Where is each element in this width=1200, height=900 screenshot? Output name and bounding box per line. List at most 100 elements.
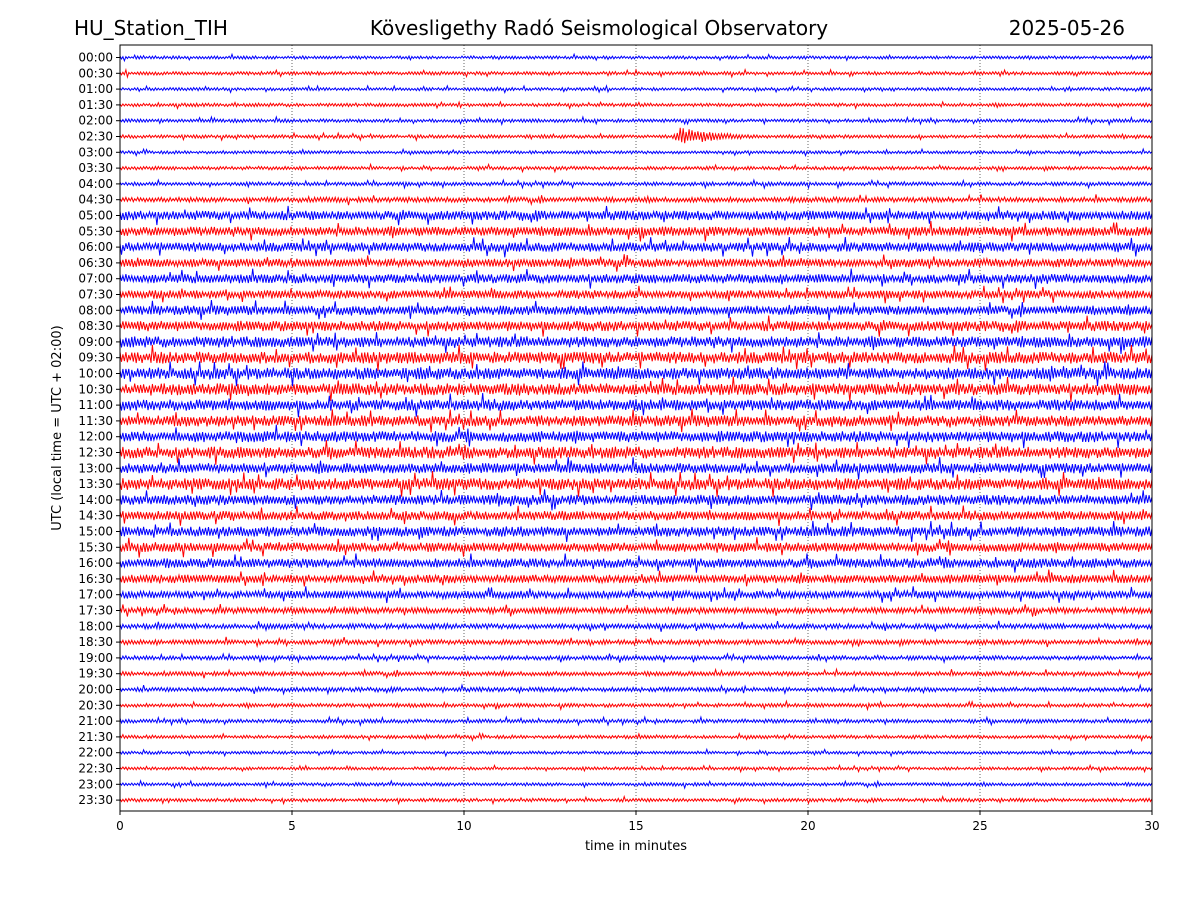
trace-line xyxy=(119,220,1153,242)
y-tick-label: 22:00 xyxy=(78,746,113,760)
trace-line xyxy=(119,254,1153,272)
trace-line xyxy=(119,457,1153,480)
trace-line xyxy=(119,236,1153,258)
trace-line xyxy=(119,408,1153,433)
y-tick-label: 20:30 xyxy=(78,698,113,712)
y-tick-label: 21:30 xyxy=(78,730,113,744)
trace-line xyxy=(119,652,1153,665)
x-axis-label: time in minutes xyxy=(585,839,687,854)
trace-line xyxy=(119,424,1153,449)
x-tick-label: 30 xyxy=(1144,819,1159,833)
y-tick-label: 04:30 xyxy=(78,193,113,207)
y-tick-label: 08:00 xyxy=(78,303,113,317)
y-tick-label: 05:30 xyxy=(78,224,113,238)
trace-line xyxy=(119,52,1153,63)
trace-line xyxy=(119,537,1153,558)
trace-line xyxy=(119,268,1153,289)
y-tick-label: 19:30 xyxy=(78,667,113,681)
y-tick-label: 23:30 xyxy=(78,793,113,807)
trace-line xyxy=(119,471,1153,497)
y-tick-label: 06:00 xyxy=(78,240,113,254)
trace-line xyxy=(119,84,1153,94)
observatory-title: Kövesligethy Radó Seismological Observat… xyxy=(370,16,828,40)
y-tick-label: 13:30 xyxy=(78,477,113,491)
trace-line xyxy=(119,586,1153,604)
y-tick-label: 05:00 xyxy=(78,209,113,223)
plot-frame xyxy=(119,44,1153,812)
y-tick-label: 07:30 xyxy=(78,288,113,302)
trace-line xyxy=(119,299,1153,321)
y-tick-label: 08:30 xyxy=(78,319,113,333)
y-tick-label: 00:30 xyxy=(78,66,113,80)
trace-line xyxy=(119,794,1153,806)
trace-line xyxy=(119,147,1153,158)
trace-line xyxy=(119,699,1153,712)
x-tick-label: 5 xyxy=(288,819,296,833)
y-tick-label: 15:30 xyxy=(78,540,113,554)
y-tick-label: 02:00 xyxy=(78,114,113,128)
y-tick-label: 22:30 xyxy=(78,762,113,776)
trace-line xyxy=(119,569,1153,587)
y-tick-label: 12:00 xyxy=(78,430,113,444)
y-tick-label: 20:00 xyxy=(78,683,113,697)
y-tick-label: 21:00 xyxy=(78,714,113,728)
y-tick-label: 14:00 xyxy=(78,493,113,507)
x-tick-label: 15 xyxy=(628,819,643,833)
trace-line xyxy=(119,100,1153,110)
y-tick-label: 09:00 xyxy=(78,335,113,349)
trace-line xyxy=(119,285,1153,304)
x-tick-label: 25 xyxy=(972,819,987,833)
y-tick-label: 01:00 xyxy=(78,82,113,96)
y-tick-label: 03:00 xyxy=(78,145,113,159)
trace-line xyxy=(119,440,1153,465)
trace-line xyxy=(119,505,1153,526)
x-axis-ticks: 0 5 10 15 20 25 30 xyxy=(116,811,1160,833)
trace-line xyxy=(119,127,1153,144)
y-tick-label: 15:00 xyxy=(78,525,113,539)
y-tick-label: 10:00 xyxy=(78,367,113,381)
y-tick-label: 00:00 xyxy=(78,51,113,65)
trace-line xyxy=(119,344,1153,371)
trace-line xyxy=(119,747,1153,758)
grid-lines xyxy=(291,45,981,811)
trace-group xyxy=(119,52,1153,806)
trace-line xyxy=(119,553,1153,573)
y-tick-label: 18:00 xyxy=(78,619,113,633)
trace-line xyxy=(119,620,1153,633)
y-tick-label: 23:00 xyxy=(78,777,113,791)
trace-line xyxy=(119,667,1153,680)
trace-line xyxy=(119,115,1153,127)
y-tick-label: 17:30 xyxy=(78,604,113,618)
y-tick-label: 14:30 xyxy=(78,509,113,523)
y-tick-label: 11:00 xyxy=(78,398,113,412)
trace-line xyxy=(119,361,1153,387)
trace-line xyxy=(119,193,1153,207)
y-tick-label: 18:30 xyxy=(78,635,113,649)
y-tick-label: 03:30 xyxy=(78,161,113,175)
y-tick-label: 01:30 xyxy=(78,98,113,112)
y-tick-label: 02:30 xyxy=(78,130,113,144)
y-tick-label: 11:30 xyxy=(78,414,113,428)
y-tick-label: 12:30 xyxy=(78,446,113,460)
trace-line xyxy=(119,205,1153,226)
record-date: 2025-05-26 xyxy=(1009,16,1125,40)
trace-line xyxy=(119,162,1153,174)
trace-line xyxy=(119,489,1153,511)
station-name: HU_Station_TIH xyxy=(74,16,228,40)
y-axis-label: UTC (local time = UTC + 02:00) xyxy=(50,325,65,530)
trace-line xyxy=(119,604,1153,617)
trace-line xyxy=(119,715,1153,727)
x-tick-label: 20 xyxy=(800,819,815,833)
y-tick-label: 19:00 xyxy=(78,651,113,665)
y-tick-label: 04:00 xyxy=(78,177,113,191)
x-tick-label: 10 xyxy=(456,819,471,833)
y-tick-label: 16:00 xyxy=(78,556,113,570)
trace-line xyxy=(119,393,1153,418)
x-tick-label: 0 xyxy=(116,819,124,833)
y-tick-label: 13:00 xyxy=(78,461,113,475)
y-tick-label: 07:00 xyxy=(78,272,113,286)
trace-line xyxy=(119,683,1153,696)
trace-line xyxy=(119,315,1153,337)
